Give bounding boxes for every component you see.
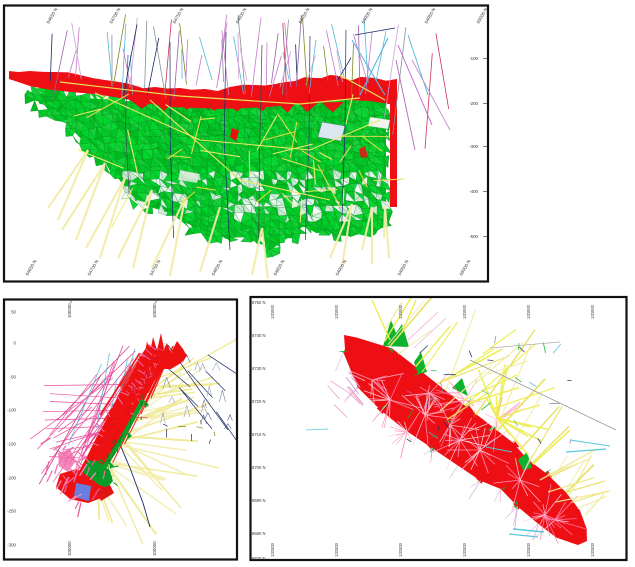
svg-text:120000: 120000 <box>398 542 403 557</box>
svg-text:8720 N: 8720 N <box>252 399 266 404</box>
svg-text:-100: -100 <box>7 408 16 413</box>
svg-text:-300: -300 <box>7 543 16 548</box>
svg-text:8700 N: 8700 N <box>252 465 266 470</box>
svg-text:-150: -150 <box>7 442 16 447</box>
svg-text:120000: 120000 <box>462 304 467 319</box>
svg-text:120000: 120000 <box>590 542 595 557</box>
svg-text:-200: -200 <box>469 101 478 106</box>
svg-text:120000: 120000 <box>334 304 339 319</box>
svg-text:8730 N: 8730 N <box>252 366 266 371</box>
svg-text:120000: 120000 <box>462 542 467 557</box>
svg-text:100000: 100000 <box>152 541 157 556</box>
svg-text:8680 N: 8680 N <box>252 531 266 536</box>
svg-text:120000: 120000 <box>334 542 339 557</box>
svg-text:0: 0 <box>14 341 17 346</box>
svg-text:120000: 120000 <box>526 542 531 557</box>
svg-text:8740 N: 8740 N <box>252 333 266 338</box>
svg-text:120000: 120000 <box>270 542 275 557</box>
svg-text:100000: 100000 <box>67 303 72 318</box>
svg-text:-250: -250 <box>7 509 16 514</box>
svg-text:120000: 120000 <box>526 304 531 319</box>
svg-text:8690 N: 8690 N <box>252 498 266 503</box>
svg-text:-50: -50 <box>10 375 17 380</box>
svg-text:-500: -500 <box>469 234 478 239</box>
svg-text:8750 N: 8750 N <box>252 300 266 305</box>
svg-text:-300: -300 <box>469 144 478 149</box>
svg-text:50: 50 <box>11 310 16 315</box>
svg-text:120000: 120000 <box>398 304 403 319</box>
svg-text:-200: -200 <box>7 476 16 481</box>
svg-text:-100: -100 <box>469 56 478 61</box>
svg-text:-400: -400 <box>469 189 478 194</box>
svg-text:120000: 120000 <box>590 304 595 319</box>
svg-text:8710 N: 8710 N <box>252 432 266 437</box>
svg-text:100000: 100000 <box>152 303 157 318</box>
svg-text:100000: 100000 <box>67 541 72 556</box>
svg-text:120000: 120000 <box>270 304 275 319</box>
svg-text:8670 N: 8670 N <box>252 556 266 561</box>
